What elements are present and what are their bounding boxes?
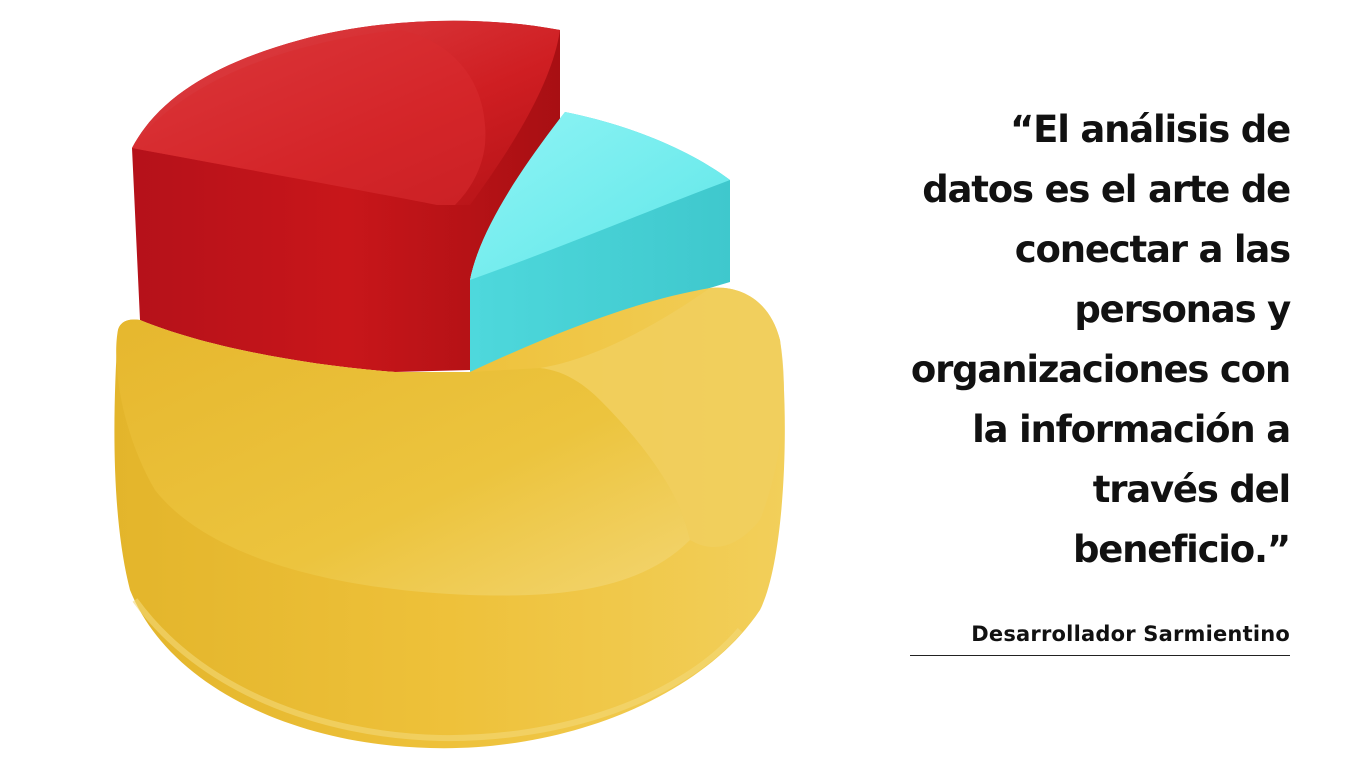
- quote-line: “El análisis de: [1010, 108, 1291, 151]
- 3d-pie-chart-icon: [114, 20, 785, 749]
- quote-line: conectar a las: [1014, 228, 1291, 271]
- quote-line: la información a: [972, 408, 1291, 451]
- quote-line: organizaciones con: [910, 348, 1291, 391]
- quote-line: personas y: [1074, 288, 1291, 331]
- quote-line: datos es el arte de: [922, 168, 1291, 211]
- quote-line: beneficio.”: [1072, 528, 1291, 571]
- quote-block: “El análisis de datos es el arte de cone…: [860, 100, 1291, 656]
- quote-text: “El análisis de datos es el arte de cone…: [860, 100, 1291, 580]
- author-underline: [910, 655, 1290, 656]
- quote-line: través del: [1092, 468, 1291, 511]
- quote-author: Desarrollador Sarmientino: [971, 622, 1290, 646]
